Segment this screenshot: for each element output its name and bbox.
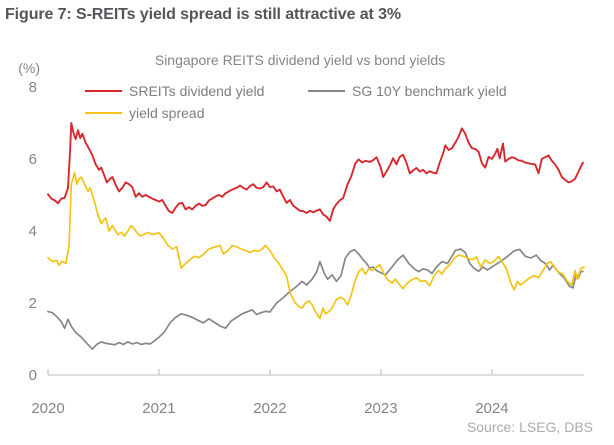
legend-item-sg-10y-benchmark-yield: SG 10Y benchmark yield xyxy=(308,82,507,100)
source-note: Source: LSEG, DBS xyxy=(466,419,593,435)
y-axis-unit-label: (%) xyxy=(18,60,40,76)
y-tick-label: 2 xyxy=(29,295,37,312)
figure-title: Figure 7: S-REITs yield spread is still … xyxy=(5,6,402,23)
x-tick-label: 2022 xyxy=(253,400,286,417)
legend-label: SREITs dividend yield xyxy=(129,83,265,99)
series-line-sg-10y-benchmark-yield xyxy=(47,248,584,350)
y-tick-label: 0 xyxy=(29,367,37,384)
x-tick-label: 2023 xyxy=(364,400,397,417)
legend-label: yield spread xyxy=(129,105,205,121)
legend-item-sreits-dividend-yield: SREITs dividend yield xyxy=(85,82,264,100)
y-tick-label: 4 xyxy=(29,223,37,240)
legend-line-swatch-gray xyxy=(308,90,345,92)
legend-label: SG 10Y benchmark yield xyxy=(352,83,507,99)
legend-line-swatch-red xyxy=(85,90,122,92)
chart-subtitle: Singapore REITS dividend yield vs bond y… xyxy=(154,52,446,68)
legend-item-yield-spread: yield spread xyxy=(85,104,205,122)
x-tick-label: 2024 xyxy=(475,400,508,417)
legend-line-swatch-yellow xyxy=(85,112,122,114)
y-tick-label: 6 xyxy=(29,151,37,168)
y-tick-label: 8 xyxy=(29,79,37,96)
series-line-yield-spread xyxy=(47,171,585,320)
x-tick-label: 2020 xyxy=(31,400,64,417)
series-line-sreits-dividend-yield xyxy=(47,122,584,222)
x-tick-label: 2021 xyxy=(142,400,175,417)
